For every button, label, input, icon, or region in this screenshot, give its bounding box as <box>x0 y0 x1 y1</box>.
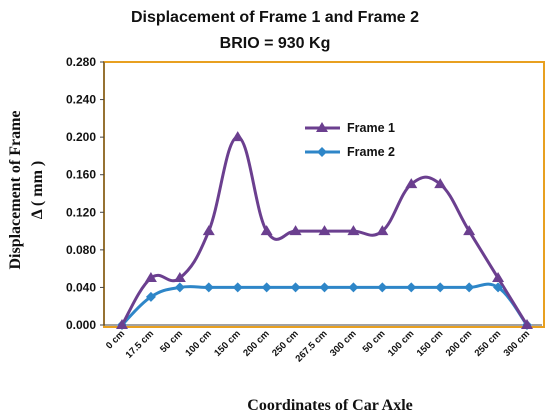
x-tick-label: 300 cm <box>328 328 359 359</box>
y-tick-label: 0.280 <box>66 55 96 69</box>
data-point-frame-2 <box>493 282 504 293</box>
x-tick-label: 200 cm <box>444 328 475 359</box>
legend-marker-frame-2 <box>317 147 327 157</box>
y-axis-title-line-1: Displacement of Frame <box>7 110 24 269</box>
data-point-frame-2 <box>203 282 214 293</box>
x-tick-label: 17.5 cm <box>124 328 156 360</box>
x-tick-label: 250 cm <box>473 328 504 359</box>
x-tick-label: 50 cm <box>158 328 185 355</box>
data-point-frame-1 <box>116 319 128 329</box>
data-point-frame-1 <box>144 272 157 283</box>
series-layer <box>116 131 533 330</box>
x-tick-label: 50 cm <box>361 328 388 355</box>
x-tick-label: 200 cm <box>241 328 272 359</box>
data-point-frame-1 <box>376 225 389 236</box>
y-tick-label: 0.120 <box>66 205 96 219</box>
legend: Frame 1 Frame 2 <box>305 121 395 159</box>
data-point-frame-2 <box>377 282 388 293</box>
data-point-frame-2 <box>174 282 185 293</box>
x-tick-label: 300 cm <box>502 328 533 359</box>
data-point-frame-1 <box>289 225 302 236</box>
x-tick-label: 100 cm <box>386 328 417 359</box>
data-point-frame-1 <box>463 225 476 236</box>
legend-marker-frame-1 <box>316 122 328 132</box>
x-tick-label: 0 cm <box>104 328 127 351</box>
y-tick-label: 0.240 <box>66 93 96 107</box>
data-point-frame-1 <box>405 178 418 189</box>
legend-label-frame-2: Frame 2 <box>347 145 395 159</box>
data-point-frame-1 <box>492 272 505 283</box>
data-point-frame-1 <box>202 225 215 236</box>
series-line-frame-1 <box>120 135 529 326</box>
data-point-frame-1 <box>173 272 186 283</box>
data-point-frame-2 <box>435 282 446 293</box>
y-tick-label: 0.000 <box>66 318 96 332</box>
x-tick-label: 150 cm <box>415 328 446 359</box>
data-point-frame-2 <box>319 282 330 293</box>
data-point-frame-1 <box>347 225 360 236</box>
data-point-frame-1 <box>318 225 331 236</box>
data-point-frame-1 <box>521 319 533 329</box>
y-axis-title-line-2: Δ ( mm ) <box>29 161 46 219</box>
data-point-frame-2 <box>290 282 301 293</box>
data-point-frame-1 <box>434 178 447 189</box>
chart-title: Displacement of Frame 1 and Frame 2 <box>131 9 419 26</box>
y-tick-label: 0.160 <box>66 168 96 182</box>
data-point-frame-2 <box>261 282 272 293</box>
data-point-frame-1 <box>260 225 273 236</box>
x-axis-title: Coordinates of Car Axle <box>247 397 412 414</box>
data-point-frame-2 <box>464 282 475 293</box>
x-tick-label: 100 cm <box>183 328 214 359</box>
y-tick-label: 0.040 <box>66 280 96 294</box>
data-point-frame-2 <box>145 291 156 302</box>
legend-label-frame-1: Frame 1 <box>347 121 395 135</box>
data-point-frame-1 <box>231 131 244 142</box>
y-tick-labels: 0.000 0.040 0.080 0.120 0.160 0.200 0.240 0.280 <box>66 55 104 332</box>
x-tick-label: 267.5 cm <box>293 328 329 364</box>
x-tick-label: 150 cm <box>212 328 243 359</box>
y-tick-label: 0.080 <box>66 243 96 257</box>
data-point-frame-2 <box>232 282 243 293</box>
data-point-frame-2 <box>406 282 417 293</box>
chart-subtitle: BRIO = 930 Kg <box>220 35 331 52</box>
data-point-frame-2 <box>348 282 359 293</box>
y-tick-label: 0.200 <box>66 130 96 144</box>
